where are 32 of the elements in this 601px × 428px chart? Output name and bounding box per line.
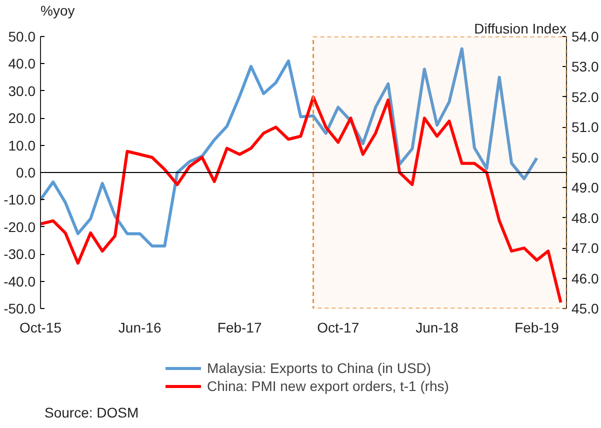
y2-axis-title: Diffusion Index — [474, 20, 567, 36]
source-note: Source: DOSM — [44, 404, 139, 420]
y-tick-label: -30.0 — [4, 246, 36, 262]
y2-tick-label: 47.0 — [572, 240, 599, 256]
y-tick-label: -10.0 — [4, 192, 36, 208]
y-tick-label: -20.0 — [4, 218, 36, 235]
y-tick-label: 30.0 — [8, 82, 36, 99]
y2-tick-label: 54.0 — [572, 28, 599, 44]
x-tick-label: Feb-17 — [217, 320, 262, 336]
y2-tick-label: 48.0 — [572, 210, 599, 226]
y-tick-label: 10.0 — [8, 137, 36, 154]
y-tick-label: 40.0 — [8, 56, 36, 72]
x-tick-label: Jun-16 — [118, 320, 162, 336]
y2-tick-label: 51.0 — [572, 119, 599, 136]
legend-label: Malaysia: Exports to China (in USD) — [207, 360, 432, 376]
y-tick-label: 20.0 — [8, 110, 36, 126]
x-tick-label: Oct-15 — [19, 320, 62, 336]
legend-label: China: PMI new export orders, t-1 (rhs) — [207, 378, 449, 394]
y2-tick-label: 53.0 — [572, 58, 599, 75]
y-axis-title: %yoy — [40, 2, 75, 18]
y-tick-label: 50.0 — [8, 28, 36, 44]
y-tick-label: 0.0 — [16, 164, 36, 180]
y2-tick-label: 49.0 — [572, 180, 599, 196]
y-tick-label: -50.0 — [4, 300, 36, 316]
x-tick-label: Jun-18 — [416, 320, 459, 336]
y-tick-label: -40.0 — [4, 273, 36, 290]
y2-tick-label: 45.0 — [572, 300, 599, 316]
x-tick-label: Feb-19 — [514, 320, 560, 336]
y2-tick-label: 50.0 — [572, 149, 599, 166]
x-tick-label: Oct-17 — [317, 320, 360, 336]
y2-tick-label: 52.0 — [572, 88, 599, 105]
y2-tick-label: 46.0 — [572, 270, 599, 286]
